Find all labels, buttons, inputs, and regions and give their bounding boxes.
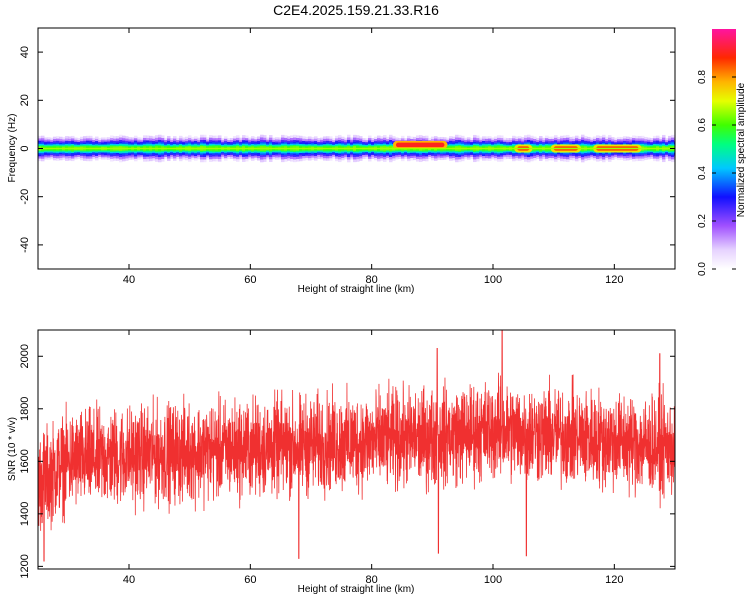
spectrogram-y-tick-label: -20 [19, 189, 31, 205]
snr-x-tick-label: 120 [605, 574, 623, 586]
spectrogram-hotspot [395, 142, 445, 148]
snr-y-label: SNR (10 * v/v) [7, 417, 18, 481]
spectrogram-x-tick-label: 100 [484, 274, 502, 286]
colorbar-label: Normalized spectral amplitude [736, 82, 747, 217]
spectrogram-x-axis: 40 60 80 100 120 [123, 28, 624, 286]
spectrogram-x-tick-label: 80 [366, 274, 378, 286]
snr-x-label: Height of straight line (km) [298, 584, 415, 595]
colorbar-gradient [712, 29, 736, 269]
colorbar: 0.0 0.2 0.4 0.6 0.8 Normalized spectral ampl… [697, 29, 747, 276]
snr-x-tick-label: 100 [484, 574, 502, 586]
spectrogram-y-tick-label: 20 [19, 94, 31, 106]
snr-y-tick-label: 1800 [19, 397, 31, 421]
spectrogram-x-tick-label: 120 [605, 274, 623, 286]
snr-series-line [38, 330, 675, 562]
snr-plot-frame [37, 329, 676, 570]
colorbar-tick-label: 0.4 [697, 166, 708, 180]
colorbar-tick-label: 0.8 [697, 70, 708, 84]
colorbar-ticks: 0.0 0.2 0.4 0.6 0.8 [697, 70, 736, 276]
colorbar-tick-label: 0.2 [697, 214, 708, 228]
snr-x-tick-label: 80 [366, 574, 378, 586]
spectrogram-y-axis: -40 -20 0 20 40 [19, 46, 675, 253]
snr-x-tick-label: 40 [123, 574, 135, 586]
spectrogram-y-tick-label: -40 [19, 237, 31, 253]
spectrogram-y-tick-label: 40 [19, 46, 31, 58]
spectrogram-x-label: Height of straight line (km) [298, 284, 415, 295]
spectrogram-x-tick-label: 60 [244, 274, 256, 286]
chart-title: C2E4.2025.159.21.33.R16 [273, 2, 439, 18]
spectrogram-heatmap [38, 134, 675, 163]
snr-y-tick-label: 1400 [19, 502, 31, 526]
snr-y-axis: 1200 1400 1600 1800 2000 [19, 344, 675, 579]
spectrogram-y-tick-label: 0 [19, 145, 31, 151]
colorbar-tick-label: 0.6 [697, 118, 708, 132]
snr-x-tick-label: 60 [244, 574, 256, 586]
spectrogram-x-tick-label: 40 [123, 274, 135, 286]
spectrogram-panel: 40 60 80 100 120 -40 -20 0 20 40 Height of strai… [7, 27, 676, 295]
colorbar-tick-label: 0.0 [697, 262, 708, 276]
snr-y-tick-label: 1600 [19, 449, 31, 473]
snr-y-tick-label: 1200 [19, 554, 31, 578]
snr-y-tick-label: 2000 [19, 344, 31, 368]
spectrogram-y-label: Frequency (Hz) [7, 114, 18, 183]
snr-x-axis: 40 60 80 100 120 [123, 330, 624, 586]
snr-panel: 40 60 80 100 120 1200 1400 1600 1800 2000 Height… [7, 329, 676, 595]
